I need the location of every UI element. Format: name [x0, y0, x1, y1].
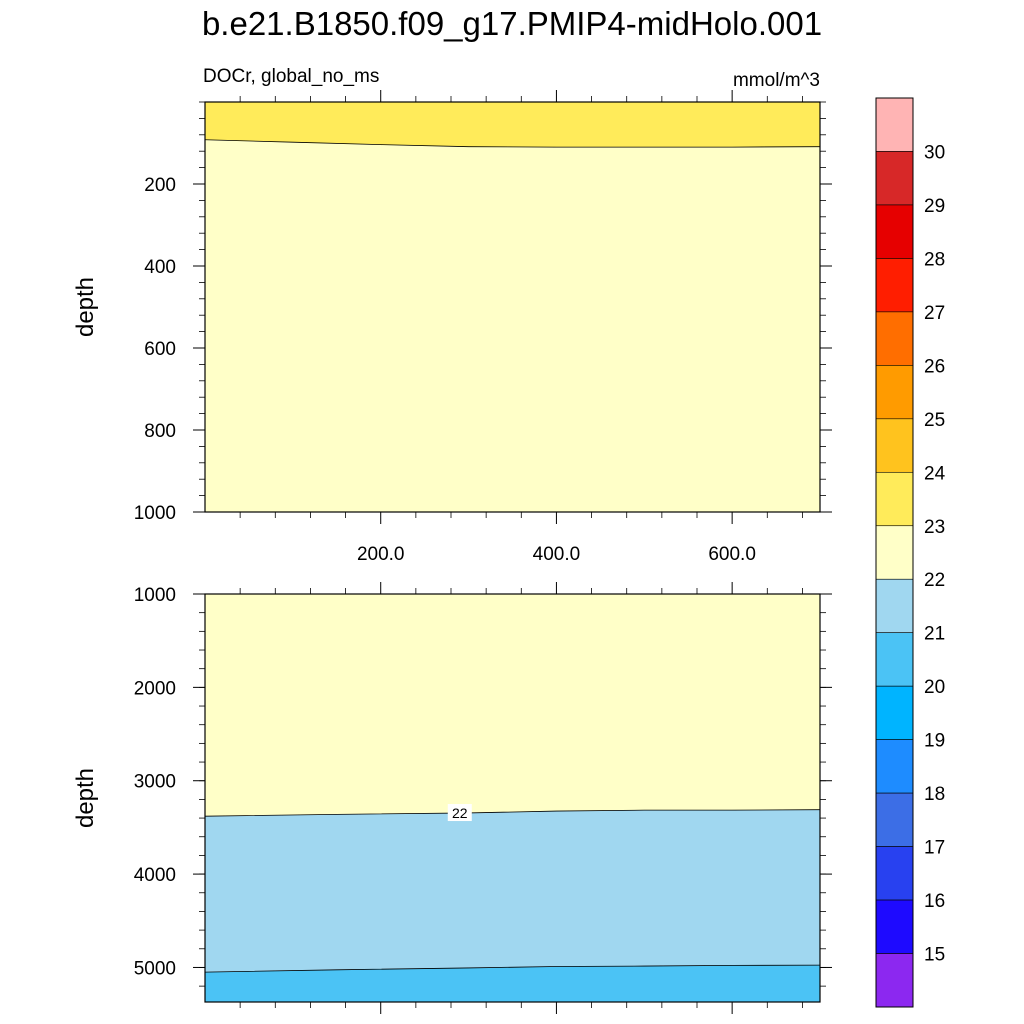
plot-frame	[204, 593, 821, 1003]
y-axis-label: depth	[72, 768, 99, 828]
colorbar-swatch	[875, 578, 914, 634]
colorbar-label: 24	[924, 463, 946, 484]
contour-label: 22	[452, 805, 468, 821]
colorbar-swatch	[875, 953, 914, 1008]
colorbar-swatch	[875, 418, 914, 473]
y-axis-label: depth	[72, 277, 99, 337]
plot-frame	[204, 101, 821, 513]
colorbar-label: 25	[924, 410, 945, 431]
colorbar-swatch	[875, 899, 914, 954]
colorbar-label: 21	[924, 624, 945, 645]
variable-label: DOCr, global_no_ms	[203, 66, 379, 87]
colorbar-label: 26	[924, 356, 945, 377]
colorbar-label: 19	[924, 731, 945, 752]
colorbar-swatch	[875, 846, 914, 901]
colorbar-frame	[875, 97, 914, 1008]
colorbar-swatch	[875, 311, 914, 366]
colorbar-label: 29	[924, 196, 945, 217]
band-fill-21-22	[205, 809, 820, 1002]
colorbar-label: 30	[924, 142, 945, 163]
colorbar-label: 15	[924, 945, 945, 966]
contour-line-22	[204, 809, 821, 817]
y-tick-label: 5000	[134, 958, 176, 979]
x-tick-label: 400.0	[533, 544, 581, 565]
colorbar-label: 28	[924, 249, 945, 270]
y-tick-label: 1000	[134, 585, 176, 606]
colorbar-swatch	[875, 204, 914, 259]
y-tick-label: 2000	[134, 678, 176, 699]
colorbar-swatch	[875, 685, 914, 740]
colorbar-label: 20	[924, 677, 945, 698]
y-tick-label: 400	[144, 257, 176, 278]
y-tick-label: 200	[144, 175, 176, 196]
y-tick-label: 800	[144, 421, 176, 442]
colorbar-swatch	[875, 632, 914, 687]
colorbar-label: 22	[924, 570, 945, 591]
y-tick-label: 3000	[134, 772, 176, 793]
colorbar-label: 23	[924, 517, 945, 538]
colorbar-swatch	[875, 258, 914, 313]
upper-panel: 200 400 600 800 1000 200.0 400.0 600.0 depth	[72, 90, 832, 565]
y-tick-label: 4000	[134, 865, 176, 886]
colorbar-swatch	[875, 739, 914, 794]
contour-line-23	[204, 139, 821, 148]
y-tick-label: 1000	[134, 503, 176, 524]
colorbar-label: 16	[924, 891, 945, 912]
colorbar-label: 27	[924, 303, 945, 324]
colorbar-swatch	[875, 792, 914, 847]
colorbar-swatch	[875, 525, 914, 580]
figure-title: b.e21.B1850.f09_g17.PMIP4-midHolo.001	[202, 5, 822, 42]
contour-label-box	[447, 804, 472, 822]
units-label: mmol/m^3	[733, 70, 820, 91]
colorbar-swatch	[875, 97, 914, 152]
band-fill-20-21	[205, 965, 820, 1002]
colorbar-label: 18	[924, 784, 945, 805]
colorbar-swatch	[875, 471, 914, 527]
x-tick-label: 200.0	[357, 544, 405, 565]
contour-line-21	[204, 964, 821, 973]
colorbar-swatch	[875, 151, 914, 206]
x-tick-label: 600.0	[708, 544, 756, 565]
lower-panel: 22 1000 2000 3000 4000 5000 depth	[72, 582, 832, 1014]
colorbar-label: 17	[924, 838, 945, 859]
colorbar: 30 29 28 27 26 25 24 23 22 21 20 19 18 17 16 15	[875, 97, 946, 1008]
band-fill-22-23	[205, 139, 820, 512]
colorbar-swatch	[875, 365, 914, 420]
y-tick-label: 600	[144, 339, 176, 360]
